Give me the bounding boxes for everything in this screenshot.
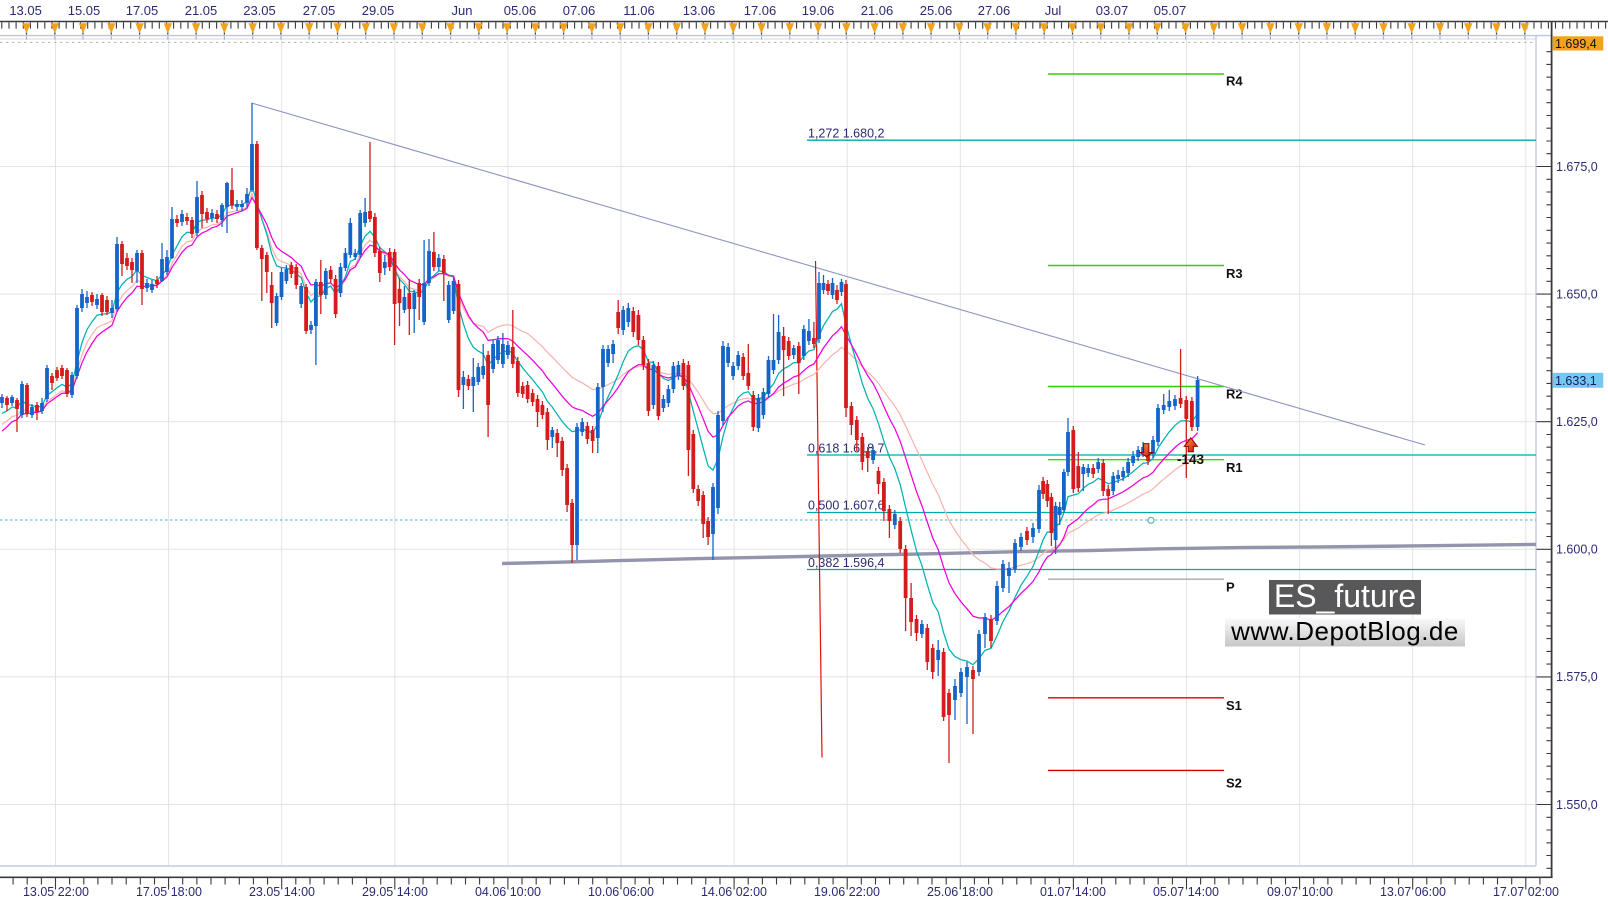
svg-text:0,382 1.596,4: 0,382 1.596,4 (808, 556, 885, 570)
svg-text:29.05: 29.05 (362, 3, 395, 18)
svg-text:Jun: Jun (452, 3, 473, 18)
svg-text:19.06 22:00: 19.06 22:00 (814, 885, 880, 899)
svg-text:07.06: 07.06 (563, 3, 596, 18)
svg-text:1.575,0: 1.575,0 (1556, 670, 1598, 684)
svg-text:-143: -143 (1177, 452, 1205, 467)
svg-text:05.07: 05.07 (1154, 3, 1187, 18)
svg-text:23.05: 23.05 (243, 3, 276, 18)
svg-text:11.06: 11.06 (623, 3, 655, 18)
svg-text:1.633,1: 1.633,1 (1555, 374, 1597, 388)
svg-text:17.06: 17.06 (744, 3, 777, 18)
svg-text:13.06: 13.06 (683, 3, 716, 18)
svg-text:13.07 06:00: 13.07 06:00 (1380, 885, 1446, 899)
svg-text:1.699,4: 1.699,4 (1555, 37, 1597, 51)
svg-text:21.06: 21.06 (861, 3, 894, 18)
svg-text:13.05 22:00: 13.05 22:00 (23, 885, 89, 899)
svg-text:1,272 1.680,2: 1,272 1.680,2 (808, 127, 885, 141)
svg-text:25.06 18:00: 25.06 18:00 (927, 885, 993, 899)
svg-text:21.05: 21.05 (185, 3, 218, 18)
svg-text:R1: R1 (1226, 460, 1243, 475)
svg-text:13.05: 13.05 (9, 3, 42, 18)
svg-text:04.06 10:00: 04.06 10:00 (475, 885, 541, 899)
svg-text:S2: S2 (1226, 776, 1242, 791)
svg-text:10.06 06:00: 10.06 06:00 (588, 885, 654, 899)
svg-text:17.05 18:00: 17.05 18:00 (136, 885, 202, 899)
svg-text:15.05: 15.05 (68, 3, 101, 18)
svg-text:27.05: 27.05 (303, 3, 336, 18)
svg-text:ES_future: ES_future (1274, 578, 1416, 614)
svg-text:1.550,0: 1.550,0 (1556, 798, 1598, 812)
svg-text:www.DepotBlog.de: www.DepotBlog.de (1230, 616, 1459, 646)
svg-text:S1: S1 (1226, 698, 1242, 713)
svg-text:05.07 14:00: 05.07 14:00 (1153, 885, 1219, 899)
svg-text:27.06: 27.06 (978, 3, 1011, 18)
svg-text:P: P (1226, 580, 1235, 595)
svg-text:19.06: 19.06 (802, 3, 835, 18)
svg-text:03.07: 03.07 (1096, 3, 1129, 18)
svg-text:17.07 02:00: 17.07 02:00 (1493, 885, 1559, 899)
svg-text:0,618 1.618,7: 0,618 1.618,7 (808, 442, 885, 456)
svg-text:1.675,0: 1.675,0 (1556, 160, 1598, 174)
svg-text:23.05 14:00: 23.05 14:00 (249, 885, 315, 899)
svg-text:17.05: 17.05 (126, 3, 159, 18)
svg-text:1.625,0: 1.625,0 (1556, 415, 1598, 429)
svg-text:14.06 02:00: 14.06 02:00 (701, 885, 767, 899)
svg-text:R2: R2 (1226, 387, 1243, 402)
svg-text:R3: R3 (1226, 266, 1243, 281)
svg-text:05.06: 05.06 (504, 3, 537, 18)
svg-text:09.07 10:00: 09.07 10:00 (1267, 885, 1333, 899)
svg-text:01.07 14:00: 01.07 14:00 (1040, 885, 1106, 899)
svg-text:25.06: 25.06 (920, 3, 953, 18)
svg-text:1.650,0: 1.650,0 (1556, 287, 1598, 301)
svg-text:1.600,0: 1.600,0 (1556, 543, 1598, 557)
svg-text:R4: R4 (1226, 74, 1243, 89)
svg-text:29.05 14:00: 29.05 14:00 (362, 885, 428, 899)
svg-text:0,500 1.607,6: 0,500 1.607,6 (808, 499, 885, 513)
svg-text:Jul: Jul (1045, 3, 1062, 18)
